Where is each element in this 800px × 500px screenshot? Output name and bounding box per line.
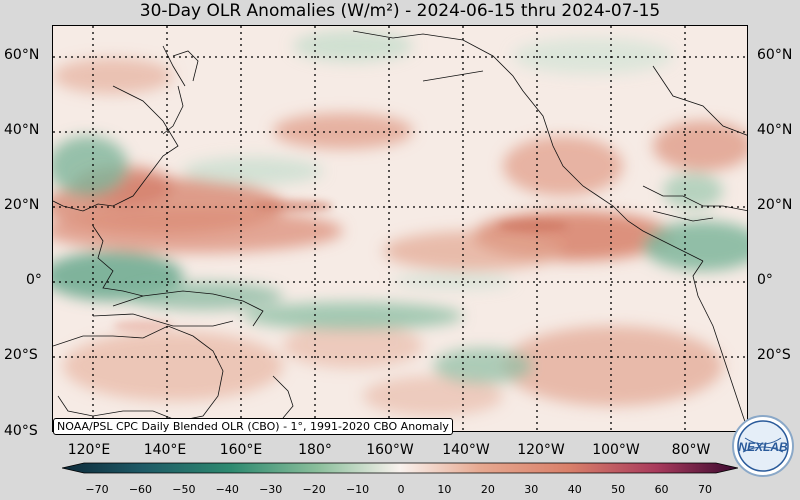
colorbar-tick-label: −30 <box>259 483 283 496</box>
colorbar-tick-label: 60 <box>654 483 669 496</box>
lat-label-40s: 40°S <box>4 423 38 439</box>
lon-label-160w: 160°W <box>366 442 414 458</box>
colorbar-tick-label: −60 <box>128 483 153 496</box>
lon-label-120e: 120°E <box>67 442 111 458</box>
colorbar <box>62 462 738 474</box>
colorbar-tick-label: 30 <box>524 483 539 496</box>
nexlab-logo: NEXLAB <box>732 415 794 477</box>
logo-text: NEXLAB <box>738 440 788 454</box>
lat-label-60n-right: 60°N <box>757 47 793 63</box>
lon-label-120w: 120°W <box>517 442 565 458</box>
lat-label-40n-right: 40°N <box>757 122 793 138</box>
colorbar-tick-label: 20 <box>480 483 495 496</box>
lat-label-60n: 60°N <box>4 47 40 63</box>
colorbar-tick-label: −70 <box>85 483 109 496</box>
colorbar-tick-label: 50 <box>611 483 626 496</box>
colorbar-tick-label: 0 <box>397 483 405 496</box>
colorbar-tick-label: 10 <box>437 483 452 496</box>
lat-label-eq-right: 0° <box>757 272 773 288</box>
colorbar-tick-label: −10 <box>345 483 370 496</box>
lon-label-140w: 140°W <box>442 442 490 458</box>
lon-label-160e: 160°E <box>219 442 263 458</box>
colorbar-tick-label: −40 <box>215 483 239 496</box>
map-title: 30-Day OLR Anomalies (W/m²) - 2024-06-15… <box>139 1 661 21</box>
map-canvas <box>53 26 747 431</box>
colorbar-tick-label: 70 <box>698 483 712 496</box>
lon-label-180: 180° <box>298 442 332 458</box>
lon-label-80w: 80°W <box>671 442 711 458</box>
lat-label-40n: 40°N <box>4 122 40 138</box>
lon-label-140e: 140°E <box>143 442 187 458</box>
graticule <box>53 26 747 431</box>
lat-label-20n: 20°N <box>4 197 40 213</box>
anomaly-field <box>53 30 747 416</box>
lat-label-eq: 0° <box>26 272 42 288</box>
colorbar-tick-label: 40 <box>567 483 582 496</box>
lon-label-100w: 100°W <box>592 442 640 458</box>
colorbar-tick-label: −20 <box>302 483 326 496</box>
data-source-credit: NOAA/PSL CPC Daily Blended OLR (CBO) - 1… <box>53 418 453 435</box>
colorbar-tick-label: −50 <box>172 483 196 496</box>
lat-label-20s-right: 20°S <box>757 347 791 363</box>
lat-label-20s: 20°S <box>4 347 38 363</box>
lat-label-20n-right: 20°N <box>757 197 793 213</box>
coastlines <box>53 30 747 429</box>
olr-anomaly-map <box>52 25 748 432</box>
